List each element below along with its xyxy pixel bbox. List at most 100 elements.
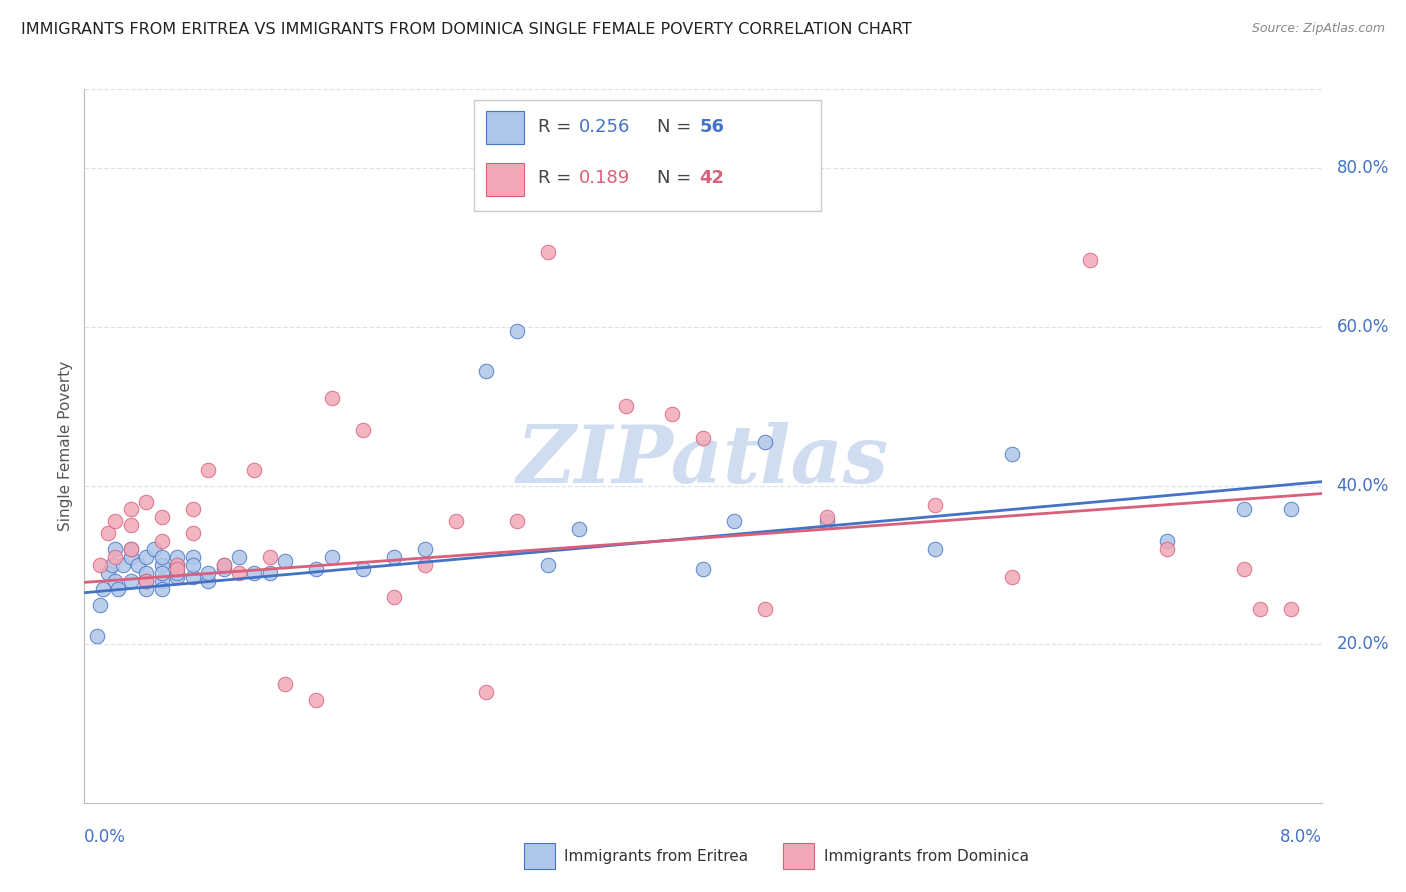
Point (212, 558, 235, 572)
Text: Immigrants from Dominica: Immigrants from Dominica (824, 849, 1029, 863)
Point (754, 601, 776, 615)
Point (924, 499, 946, 513)
Point (166, 566, 188, 580)
Point (1233, 502, 1256, 516)
Point (444, 514, 467, 528)
Point (166, 558, 188, 572)
FancyBboxPatch shape (474, 100, 821, 211)
Point (305, 692, 328, 706)
Point (243, 566, 266, 580)
Point (197, 574, 219, 588)
Point (924, 542, 946, 557)
Text: 56: 56 (699, 118, 724, 136)
Point (150, 534, 173, 549)
Point (112, 558, 135, 572)
Point (352, 423, 374, 437)
Point (89, 598, 111, 612)
Point (1078, 252, 1101, 267)
Point (754, 435, 776, 450)
Point (135, 566, 157, 580)
Point (1249, 601, 1271, 615)
FancyBboxPatch shape (486, 112, 523, 145)
Point (143, 542, 166, 557)
Point (101, 558, 124, 572)
Point (815, 514, 838, 528)
Point (274, 677, 297, 691)
Point (197, 566, 219, 580)
Point (475, 685, 498, 699)
Point (382, 549, 405, 564)
Point (166, 570, 188, 584)
Point (120, 574, 142, 588)
Point (568, 522, 591, 536)
Point (107, 582, 129, 596)
Point (150, 566, 173, 580)
Point (1156, 542, 1178, 557)
Point (135, 494, 157, 508)
FancyBboxPatch shape (486, 162, 523, 195)
Point (120, 518, 142, 533)
Point (120, 542, 142, 557)
Point (96, 566, 118, 580)
Point (723, 514, 745, 528)
Point (127, 558, 149, 572)
Text: N =: N = (657, 169, 697, 187)
Point (1279, 502, 1302, 516)
Point (212, 562, 235, 576)
Point (104, 549, 127, 564)
Point (86, 629, 108, 643)
Point (166, 549, 188, 564)
Text: ZIPatlas: ZIPatlas (517, 422, 889, 499)
Point (150, 558, 173, 572)
Point (815, 510, 838, 524)
Text: Immigrants from Eritrea: Immigrants from Eritrea (564, 849, 748, 863)
Point (537, 558, 560, 572)
Point (506, 514, 529, 528)
Point (661, 407, 683, 421)
Point (413, 558, 436, 572)
Point (475, 364, 498, 378)
Point (135, 574, 157, 588)
Point (212, 558, 235, 572)
Point (181, 502, 204, 516)
Point (413, 542, 436, 557)
Text: 20.0%: 20.0% (1337, 635, 1389, 653)
FancyBboxPatch shape (523, 844, 554, 869)
Text: 42: 42 (699, 169, 724, 187)
Text: 0.189: 0.189 (579, 169, 630, 187)
Point (166, 562, 188, 576)
Point (120, 502, 142, 516)
Point (506, 324, 529, 338)
Point (1001, 570, 1024, 584)
Point (181, 526, 204, 541)
Text: N =: N = (657, 118, 697, 136)
Text: 0.256: 0.256 (579, 118, 631, 136)
Point (197, 463, 219, 477)
Text: 8.0%: 8.0% (1279, 828, 1322, 846)
Point (181, 570, 204, 584)
Point (321, 392, 343, 406)
Text: R =: R = (538, 169, 578, 187)
Text: 60.0%: 60.0% (1337, 318, 1389, 336)
Point (1001, 447, 1024, 461)
Point (259, 566, 281, 580)
Text: R =: R = (538, 118, 578, 136)
Point (150, 574, 173, 588)
Text: 0.0%: 0.0% (84, 828, 127, 846)
Text: Source: ZipAtlas.com: Source: ZipAtlas.com (1251, 22, 1385, 36)
FancyBboxPatch shape (783, 844, 814, 869)
Point (104, 514, 127, 528)
Point (135, 582, 157, 596)
Point (1156, 534, 1178, 549)
Text: 40.0%: 40.0% (1337, 476, 1389, 495)
Point (150, 549, 173, 564)
Point (1279, 601, 1302, 615)
Point (150, 510, 173, 524)
Point (259, 549, 281, 564)
Point (692, 562, 714, 576)
Point (243, 463, 266, 477)
Point (228, 566, 250, 580)
Point (120, 542, 142, 557)
Point (135, 574, 157, 588)
Point (104, 574, 127, 588)
